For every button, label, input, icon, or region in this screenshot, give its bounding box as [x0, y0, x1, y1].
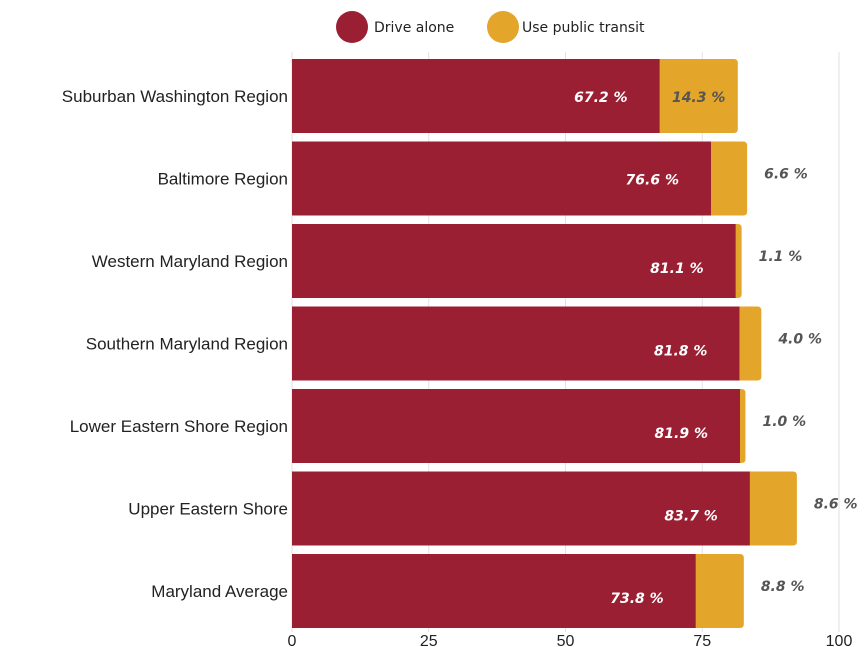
x-tick-label-25: 25 — [420, 633, 438, 647]
data-label-drive-alone: 67.2 % — [574, 90, 627, 106]
bar-drive-alone — [292, 471, 750, 546]
category-label: Southern Maryland Region — [86, 335, 288, 354]
x-tick-label-0: 0 — [288, 633, 297, 647]
category-label: Baltimore Region — [158, 170, 288, 189]
data-label-drive-alone: 73.8 % — [610, 591, 663, 607]
category-label: Upper Eastern Shore — [128, 500, 288, 519]
x-axis-ticks: 0 25 50 75 100 — [288, 633, 853, 647]
x-tick-label-75: 75 — [693, 633, 711, 647]
data-label-drive-alone: 81.8 % — [654, 344, 707, 360]
category-label: Lower Eastern Shore Region — [70, 417, 288, 436]
category-label: Maryland Average — [151, 582, 288, 601]
data-label-drive-alone: 81.1 % — [650, 261, 703, 277]
data-label-transit: 8.8 % — [761, 579, 805, 595]
bar-drive-alone — [292, 389, 740, 463]
data-label-drive-alone: 81.9 % — [655, 426, 708, 442]
bar-drive-alone — [292, 224, 736, 298]
data-label-transit: 4.0 % — [777, 332, 822, 348]
bar-drive-alone — [292, 141, 712, 216]
legend-label-drive-alone: Drive alone — [374, 20, 454, 36]
legend-swatch-use-public-transit — [487, 11, 519, 43]
bar-drive-alone — [292, 306, 740, 381]
bar-drive-alone — [292, 59, 660, 133]
x-tick-label-100: 100 — [826, 633, 853, 647]
bar-drive-alone — [292, 554, 696, 628]
category-labels: Suburban Washington Region Baltimore Regi… — [62, 87, 288, 601]
data-label-transit: 1.1 % — [759, 249, 803, 265]
data-label-drive-alone: 83.7 % — [664, 509, 717, 525]
data-label-transit: 6.6 % — [764, 167, 808, 183]
data-label-drive-alone: 76.6 % — [626, 173, 679, 189]
data-label-transit: 1.0 % — [762, 414, 806, 430]
legend-swatch-drive-alone — [336, 11, 368, 43]
legend-label-use-public-transit: Use public transit — [522, 20, 645, 36]
bars: 67.2 % 14.3 % 76.6 % 6.6 % 81.1 % 1.1 % 81.8 %… — [292, 59, 858, 628]
category-label: Suburban Washington Region — [62, 87, 288, 106]
legend: Drive alone Use public transit — [336, 11, 645, 43]
data-label-transit: 14.3 % — [672, 90, 725, 106]
x-tick-label-50: 50 — [557, 633, 575, 647]
data-label-transit: 8.6 % — [814, 497, 858, 513]
category-label: Western Maryland Region — [92, 252, 288, 271]
